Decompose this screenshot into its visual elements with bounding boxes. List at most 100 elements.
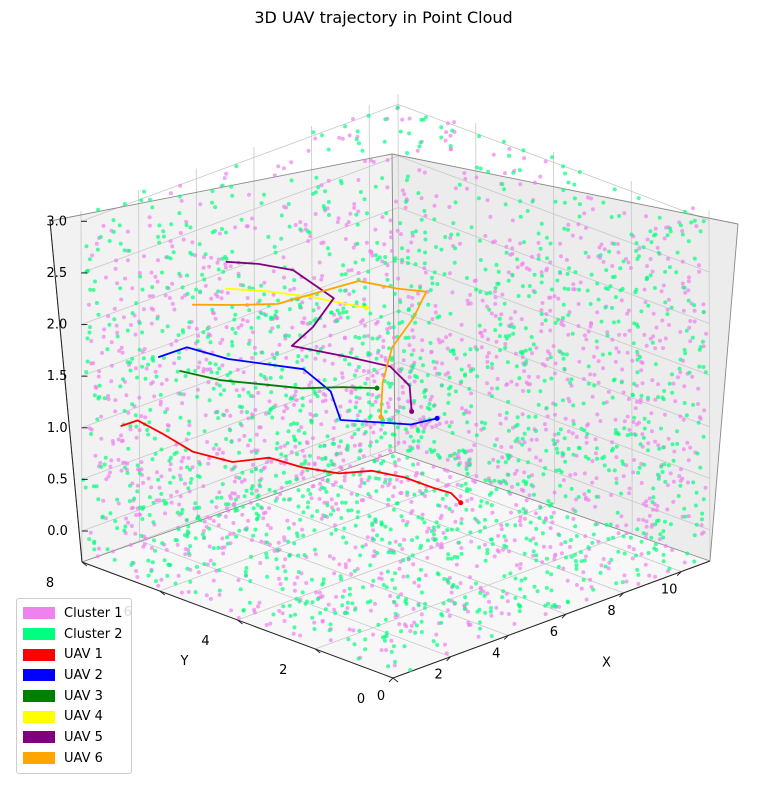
cluster-point xyxy=(517,440,522,445)
box-edge xyxy=(81,451,396,563)
cluster-point xyxy=(298,227,303,232)
cluster-point xyxy=(670,548,675,553)
cluster-point xyxy=(295,452,299,457)
cluster-point xyxy=(399,479,404,484)
cluster-point xyxy=(503,460,508,465)
cluster-point xyxy=(187,489,192,494)
cluster-point xyxy=(655,245,660,250)
cluster-point xyxy=(354,395,359,400)
cluster-point xyxy=(324,489,329,494)
cluster-point xyxy=(290,325,295,330)
cluster-point xyxy=(444,335,449,340)
cluster-point xyxy=(502,534,507,539)
cluster-point xyxy=(365,535,370,540)
cluster-point xyxy=(349,491,354,496)
cluster-point xyxy=(527,294,531,299)
cluster-point xyxy=(556,564,561,569)
cluster-point xyxy=(181,455,186,460)
cluster-point xyxy=(360,341,365,346)
cluster-point xyxy=(320,619,325,624)
cluster-point xyxy=(558,427,563,432)
cluster-point xyxy=(489,606,494,610)
uav-3-trajectory[interactable] xyxy=(179,370,378,390)
cluster-point xyxy=(453,246,458,251)
cluster-point xyxy=(691,402,696,407)
cluster-point xyxy=(431,525,436,530)
cluster-point xyxy=(582,558,587,563)
z-gridline xyxy=(81,258,399,377)
cluster-point xyxy=(647,513,652,518)
cluster-point xyxy=(680,281,685,286)
cluster-point xyxy=(341,535,346,540)
cluster-point xyxy=(528,382,533,387)
cluster-point xyxy=(338,404,343,409)
cluster-point xyxy=(399,367,404,371)
cluster-point xyxy=(630,556,635,561)
cluster-point xyxy=(423,213,428,218)
uav-2-trajectory[interactable] xyxy=(158,346,438,426)
cluster-point xyxy=(477,238,482,243)
cluster-point xyxy=(478,289,483,294)
cluster-point xyxy=(539,312,544,317)
cluster-point xyxy=(236,274,241,279)
cluster-point xyxy=(492,478,497,483)
cluster-point xyxy=(333,527,338,532)
cluster-point xyxy=(186,431,191,436)
cluster-point xyxy=(318,590,322,595)
cluster-point xyxy=(418,356,423,361)
cluster-point xyxy=(231,531,236,536)
cluster-point xyxy=(431,403,436,408)
cluster-point xyxy=(170,244,175,249)
cluster-point xyxy=(351,245,356,250)
cluster-point xyxy=(224,437,229,441)
cluster-point xyxy=(308,492,313,496)
cluster-point xyxy=(659,426,663,431)
cluster-point xyxy=(459,521,464,526)
cluster-point xyxy=(530,473,534,478)
cluster-point xyxy=(430,281,435,286)
cluster-point xyxy=(538,174,543,179)
cluster-point xyxy=(188,250,193,255)
cluster-point xyxy=(208,596,213,601)
cluster-point xyxy=(230,339,234,344)
cluster-point xyxy=(126,258,130,263)
uav-5-trajectory[interactable] xyxy=(225,260,413,413)
uav-6-trajectory[interactable] xyxy=(192,280,428,418)
cluster-point xyxy=(362,297,367,302)
uav-1-trajectory[interactable] xyxy=(120,419,462,504)
cluster-point xyxy=(384,630,389,635)
cluster-point xyxy=(464,601,469,606)
cluster-point xyxy=(254,432,259,437)
cluster-point xyxy=(197,360,202,365)
cluster-point xyxy=(631,470,636,475)
cluster-point xyxy=(520,284,525,289)
cluster-point xyxy=(693,503,698,508)
cluster-point xyxy=(294,398,299,403)
cluster-point xyxy=(125,360,130,365)
cluster-point xyxy=(134,569,139,573)
cluster-point xyxy=(397,321,402,326)
cluster-point xyxy=(402,349,406,354)
cluster-point xyxy=(480,298,485,303)
cluster-point xyxy=(607,249,612,254)
cluster-point xyxy=(343,357,347,362)
cluster-point xyxy=(355,222,360,227)
cluster-point xyxy=(494,354,499,359)
cluster-point xyxy=(554,446,559,451)
cluster-point xyxy=(179,590,184,595)
cluster-point xyxy=(596,539,601,544)
cluster-point xyxy=(279,375,284,380)
cluster-point xyxy=(422,261,427,266)
cluster-point xyxy=(448,475,453,479)
cluster-point xyxy=(573,559,578,564)
cluster-point xyxy=(272,244,277,249)
uav-4-trajectory[interactable] xyxy=(224,287,368,309)
cluster-point xyxy=(174,338,179,343)
uav-6-endpoint xyxy=(378,414,384,420)
cluster-point xyxy=(371,160,376,164)
cluster-point xyxy=(205,562,210,567)
cluster-point xyxy=(463,176,468,181)
cluster-point xyxy=(383,117,388,122)
cluster-point xyxy=(409,499,414,504)
